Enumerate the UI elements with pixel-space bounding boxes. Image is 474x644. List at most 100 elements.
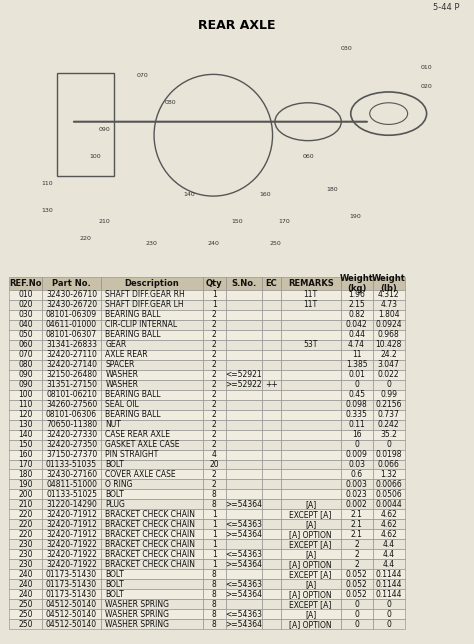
Text: 170: 170 [18,460,33,469]
Bar [226,410,262,420]
Bar [9,350,42,360]
Bar [202,589,226,599]
Bar [373,509,405,519]
Text: 0.242: 0.242 [378,420,400,429]
Text: 53T: 53T [303,340,318,349]
Text: 11: 11 [352,350,361,359]
Text: 090: 090 [18,380,33,389]
Bar [101,420,202,430]
Bar [202,499,226,509]
Text: EC: EC [266,279,277,288]
Text: 120: 120 [18,410,33,419]
Text: 8: 8 [212,490,217,499]
Text: 01173-51430: 01173-51430 [46,590,97,599]
Text: BRACKET CHECK CHAIN: BRACKET CHECK CHAIN [106,560,195,569]
Bar [42,480,101,489]
Bar [281,310,340,320]
Text: 04611-01000: 04611-01000 [46,320,97,329]
Text: 04512-50140: 04512-50140 [46,620,97,629]
Text: 0.82: 0.82 [348,310,365,319]
Bar [281,380,340,390]
Bar [226,519,262,529]
Text: 0: 0 [386,600,391,609]
Bar [340,410,373,420]
Text: 070: 070 [18,350,33,359]
Bar [226,489,262,499]
Text: [A]: [A] [305,580,316,589]
Bar [373,390,405,400]
Bar [262,619,281,629]
Bar [57,73,114,176]
Text: 35.2: 35.2 [380,430,397,439]
Text: BOLT: BOLT [106,570,124,579]
Bar [9,410,42,420]
Bar [226,460,262,469]
Text: 08101-06309: 08101-06309 [46,310,97,319]
Text: 34260-27560: 34260-27560 [46,400,97,409]
Text: 020: 020 [421,84,432,89]
Text: 37150-27370: 37150-27370 [46,450,97,459]
Bar [262,310,281,320]
Bar [226,390,262,400]
Text: 10.428: 10.428 [375,340,402,349]
Bar [101,519,202,529]
Bar [262,589,281,599]
Bar [262,290,281,300]
Bar [42,330,101,340]
Text: 8: 8 [212,620,217,629]
Bar [9,360,42,370]
Bar [202,509,226,519]
Text: 70650-11380: 70650-11380 [46,420,97,429]
Text: PIN STRAIGHT: PIN STRAIGHT [106,450,159,459]
Bar [262,599,281,609]
Text: 110: 110 [42,182,53,186]
Text: 150: 150 [18,440,33,449]
Text: 0.052: 0.052 [346,570,367,579]
Text: 32150-26480: 32150-26480 [46,370,97,379]
Text: 100: 100 [18,390,33,399]
Text: 1: 1 [212,540,217,549]
Bar [226,609,262,619]
Text: 1: 1 [212,290,217,299]
Text: 210: 210 [18,500,33,509]
Text: 0.0066: 0.0066 [375,480,402,489]
Text: 2: 2 [212,430,217,439]
Bar [373,619,405,629]
Bar [226,420,262,430]
Text: >=54364: >=54364 [226,500,263,509]
Text: WASHER SPRING: WASHER SPRING [106,620,170,629]
Bar [262,469,281,480]
Text: 080: 080 [165,100,176,105]
Text: 0.6: 0.6 [351,470,363,479]
Text: 2: 2 [212,320,217,329]
Text: 1: 1 [212,560,217,569]
Bar [281,469,340,480]
Text: 2: 2 [212,410,217,419]
Bar [202,430,226,440]
Bar [262,400,281,410]
Text: WASHER: WASHER [106,370,138,379]
Text: 04512-50140: 04512-50140 [46,610,97,619]
Bar [42,549,101,559]
Text: 4: 4 [212,450,217,459]
Text: 200: 200 [18,490,33,499]
Text: AXLE REAR: AXLE REAR [106,350,148,359]
Text: 1: 1 [212,300,217,309]
Text: 8: 8 [212,600,217,609]
Bar [101,460,202,469]
Bar [281,460,340,469]
Bar [373,499,405,509]
Bar [202,450,226,460]
Bar [101,290,202,300]
Text: 32420-71912: 32420-71912 [46,510,97,519]
Bar [373,380,405,390]
Bar [42,509,101,519]
Bar [262,569,281,579]
Text: 2: 2 [212,420,217,429]
Text: CASE REAR AXLE: CASE REAR AXLE [106,430,171,439]
Bar [373,549,405,559]
Text: 180: 180 [18,470,33,479]
Bar [101,300,202,310]
Text: [A] OPTION: [A] OPTION [289,590,332,599]
Text: 0.022: 0.022 [378,370,400,379]
